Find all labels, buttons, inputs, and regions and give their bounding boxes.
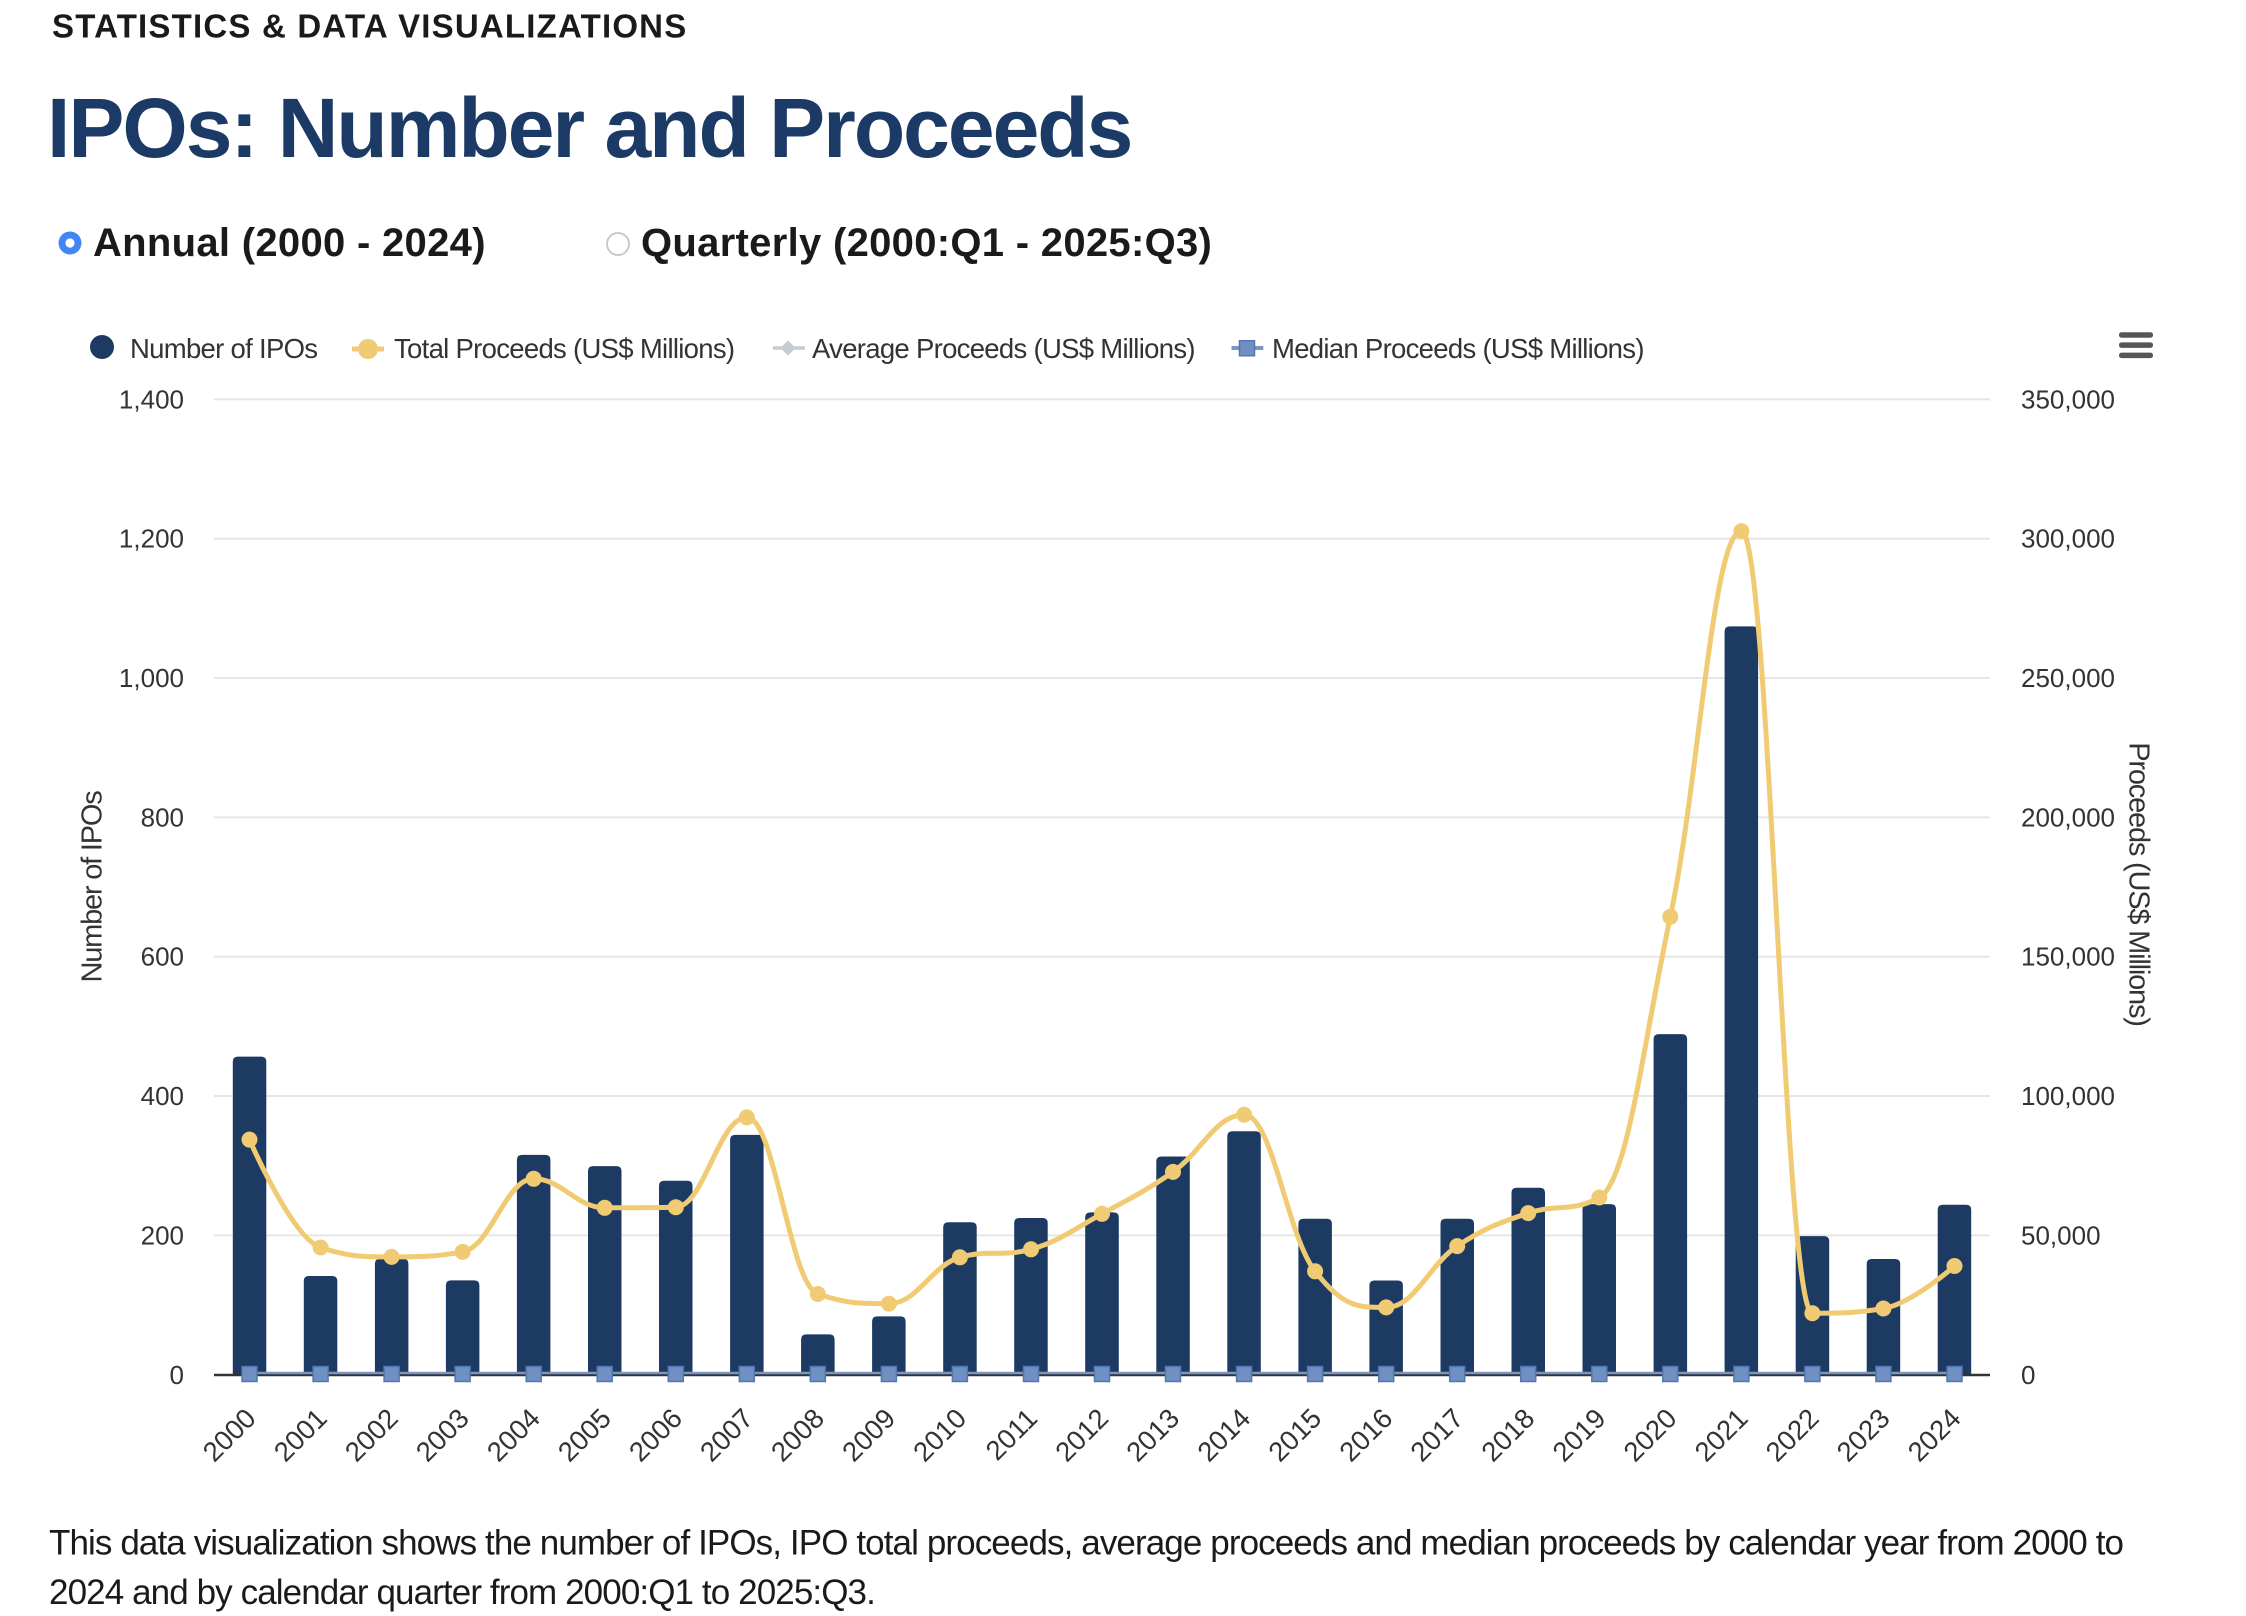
svg-text:1,200: 1,200 [119,524,184,554]
svg-text:Median Proceeds (US$ Millions): Median Proceeds (US$ Millions) [1272,333,1644,364]
svg-text:Annual (2000 - 2024): Annual (2000 - 2024) [93,221,486,265]
svg-text:600: 600 [141,942,184,972]
svg-text:STATISTICS & DATA VISUALIZATIO: STATISTICS & DATA VISUALIZATIONS [52,8,687,45]
svg-text:1,400: 1,400 [119,384,184,414]
svg-text:400: 400 [141,1081,184,1111]
svg-text:Number of IPOs: Number of IPOs [130,333,317,364]
svg-text:0: 0 [2021,1360,2035,1390]
svg-text:Total Proceeds (US$ Millions): Total Proceeds (US$ Millions) [394,333,734,364]
svg-text:100,000: 100,000 [2021,1081,2115,1111]
svg-text:Quarterly (2000:Q1 - 2025:Q3): Quarterly (2000:Q1 - 2025:Q3) [641,221,1212,265]
svg-text:Number of IPOs: Number of IPOs [77,791,109,983]
svg-text:250,000: 250,000 [2021,663,2115,693]
svg-text:Proceeds (US$ Millions): Proceeds (US$ Millions) [2123,742,2155,1025]
svg-text:300,000: 300,000 [2021,524,2115,554]
svg-text:350,000: 350,000 [2021,384,2115,414]
svg-text:800: 800 [141,802,184,832]
svg-text:0: 0 [170,1360,184,1390]
svg-text:This data visualization shows: This data visualization shows the number… [49,1524,2123,1563]
svg-text:200: 200 [141,1220,184,1250]
svg-text:150,000: 150,000 [2021,942,2115,972]
svg-text:IPOs: Number and Proceeds: IPOs: Number and Proceeds [47,81,1131,175]
svg-text:Average Proceeds (US$ Millions: Average Proceeds (US$ Millions) [812,333,1195,364]
svg-text:200,000: 200,000 [2021,802,2115,832]
svg-text:1,000: 1,000 [119,663,184,693]
svg-text:50,000: 50,000 [2021,1220,2101,1250]
svg-text:2024 and by calendar quarter f: 2024 and by calendar quarter from 2000:Q… [49,1573,875,1612]
